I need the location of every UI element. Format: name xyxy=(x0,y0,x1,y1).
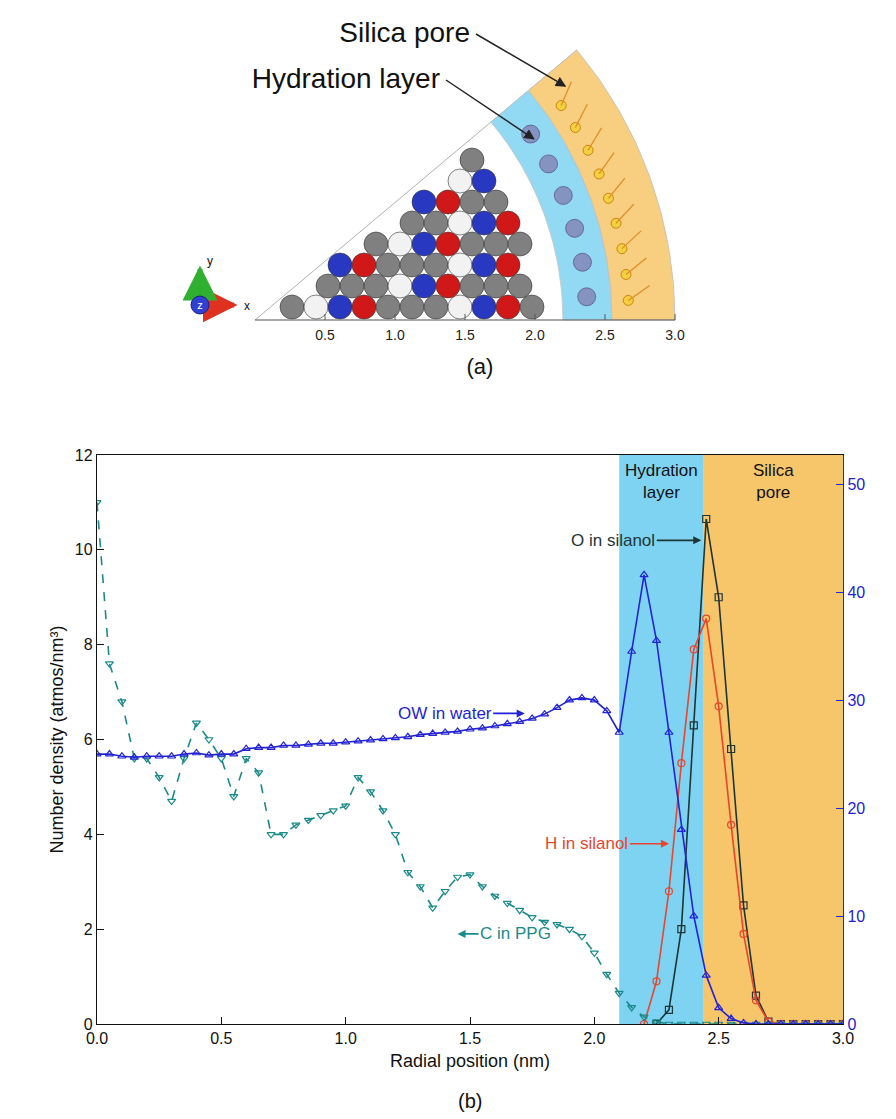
svg-text:8: 8 xyxy=(84,636,93,653)
svg-text:2.5: 2.5 xyxy=(708,1030,730,1047)
svg-text:2: 2 xyxy=(84,921,93,938)
svg-text:Hydrationlayer: Hydrationlayer xyxy=(625,461,698,502)
svg-text:20: 20 xyxy=(847,800,865,817)
svg-text:50: 50 xyxy=(847,476,865,493)
svg-text:OW in water: OW in water xyxy=(398,704,492,723)
svg-text:x: x xyxy=(244,299,250,313)
svg-text:10: 10 xyxy=(847,908,865,925)
svg-text:12: 12 xyxy=(75,447,93,464)
svg-text:Hydration layer: Hydration layer xyxy=(252,63,440,94)
svg-text:2.5: 2.5 xyxy=(595,327,615,343)
svg-text:40: 40 xyxy=(847,584,865,601)
svg-text:(b): (b) xyxy=(458,1090,482,1112)
svg-text:Silicapore: Silicapore xyxy=(753,461,794,502)
svg-text:0.5: 0.5 xyxy=(315,327,335,343)
svg-text:Number density (atmos/nm³): Number density (atmos/nm³) xyxy=(47,625,67,853)
svg-text:1.0: 1.0 xyxy=(385,327,405,343)
svg-text:O in silanol: O in silanol xyxy=(571,531,655,550)
svg-text:3.0: 3.0 xyxy=(665,327,685,343)
svg-text:0: 0 xyxy=(847,1016,856,1033)
svg-text:4: 4 xyxy=(84,826,93,843)
svg-text:30: 30 xyxy=(847,692,865,709)
svg-text:y: y xyxy=(207,254,213,268)
svg-text:6: 6 xyxy=(84,731,93,748)
svg-text:1.5: 1.5 xyxy=(455,327,475,343)
svg-text:10: 10 xyxy=(75,541,93,558)
svg-text:Radial position (nm): Radial position (nm) xyxy=(390,1051,550,1071)
svg-text:C in PPG: C in PPG xyxy=(480,924,551,943)
svg-text:H in silanol: H in silanol xyxy=(545,834,628,853)
svg-text:0: 0 xyxy=(84,1016,93,1033)
svg-text:Silica pore: Silica pore xyxy=(339,17,470,48)
svg-text:2.0: 2.0 xyxy=(583,1030,605,1047)
svg-text:(a): (a) xyxy=(467,354,494,379)
svg-text:0.0: 0.0 xyxy=(86,1030,108,1047)
svg-text:1.0: 1.0 xyxy=(335,1030,357,1047)
svg-text:0.5: 0.5 xyxy=(210,1030,232,1047)
svg-text:z: z xyxy=(197,299,203,311)
svg-text:2.0: 2.0 xyxy=(525,327,545,343)
svg-text:1.5: 1.5 xyxy=(459,1030,481,1047)
svg-text:3.0: 3.0 xyxy=(832,1030,854,1047)
